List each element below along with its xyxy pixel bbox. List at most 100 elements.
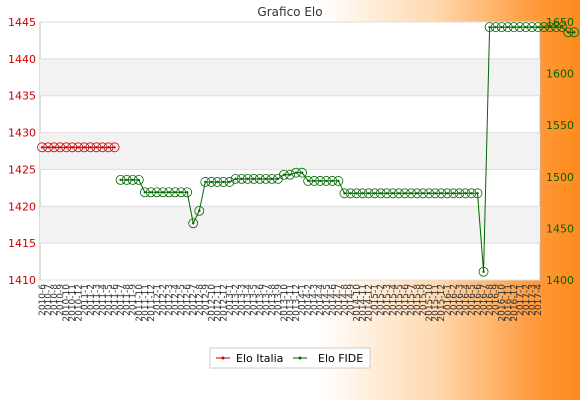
data-point xyxy=(496,22,507,33)
x-tick-label: 2011-9 xyxy=(129,284,139,316)
data-point-center xyxy=(512,25,516,29)
data-point-center xyxy=(319,179,322,183)
data-point-center xyxy=(89,146,92,149)
x-tick-label: 2016-2 xyxy=(449,284,459,316)
grid-band xyxy=(40,206,540,244)
data-point xyxy=(285,169,295,180)
data-point-center xyxy=(494,25,497,29)
x-tick-label: 2011-12 xyxy=(147,284,157,322)
data-point xyxy=(194,205,205,216)
data-point-center xyxy=(300,171,304,174)
data-point-center xyxy=(482,270,485,273)
x-tick-label: 2014-8 xyxy=(340,284,350,316)
x-tick-label: 2012-6 xyxy=(183,284,193,316)
x-tick-label: 2011-6 xyxy=(111,284,121,316)
data-point-center xyxy=(367,192,370,195)
data-point-center xyxy=(58,146,62,149)
x-tick-label: 2016-5 xyxy=(467,284,477,316)
data-point xyxy=(291,167,301,178)
data-point xyxy=(406,188,416,199)
data-point-center xyxy=(530,25,534,29)
data-point xyxy=(545,22,555,33)
data-point-center xyxy=(252,177,255,181)
data-point xyxy=(43,142,53,153)
x-tick-label: 2016-8 xyxy=(486,284,496,316)
x-tick-label: 2016-7 xyxy=(480,284,490,316)
data-point-center xyxy=(95,146,98,149)
x-tick-label: 2012-2 xyxy=(159,284,169,316)
x-tick-label: 2015-5 xyxy=(395,284,405,316)
data-point xyxy=(424,188,435,199)
data-point xyxy=(327,176,338,186)
data-point xyxy=(260,173,271,184)
data-point xyxy=(400,188,410,199)
data-point xyxy=(436,188,447,199)
x-tick-label: 2012-7 xyxy=(189,284,199,316)
data-point-center xyxy=(312,179,316,183)
data-point-center xyxy=(77,146,80,149)
data-point-center xyxy=(518,25,522,29)
data-point-center xyxy=(276,177,280,181)
x-tick-label: 2014-10 xyxy=(353,284,363,322)
data-point xyxy=(514,22,525,33)
data-point-center xyxy=(415,192,419,195)
x-tick-label: 2012-10 xyxy=(207,284,217,322)
data-point-center xyxy=(185,191,189,194)
data-point-center xyxy=(137,178,140,182)
data-point xyxy=(254,173,265,184)
x-tick-label: 2014-11 xyxy=(359,284,369,322)
data-point-center xyxy=(554,25,558,29)
data-point-center xyxy=(228,180,231,184)
data-point xyxy=(206,177,217,187)
data-point xyxy=(37,142,47,153)
data-point-center xyxy=(149,191,153,194)
x-tick-label: 2011-5 xyxy=(105,284,115,316)
data-point-center xyxy=(131,178,134,182)
data-point xyxy=(248,173,259,184)
data-point xyxy=(381,188,392,199)
data-point xyxy=(188,218,199,229)
data-point-center xyxy=(409,192,413,195)
data-point-center xyxy=(179,191,183,194)
data-point xyxy=(49,142,59,153)
x-tick-label: 2013-5 xyxy=(250,284,260,316)
data-point xyxy=(55,142,66,153)
data-point xyxy=(333,176,344,186)
x-tick-label: 2016-4 xyxy=(461,284,471,316)
data-point-center xyxy=(567,31,570,34)
data-point xyxy=(490,22,501,33)
data-point xyxy=(152,187,162,198)
data-point-center xyxy=(573,31,576,34)
x-tick-label: 2014-7 xyxy=(334,284,344,316)
data-point-center xyxy=(107,146,110,149)
data-point xyxy=(345,188,356,199)
data-point xyxy=(158,187,168,198)
data-point-center xyxy=(488,25,491,29)
x-tick-label: 2011-3 xyxy=(92,284,102,316)
data-point-center xyxy=(379,192,382,195)
x-tick-label: 2016-11 xyxy=(504,284,514,322)
data-point-center xyxy=(246,177,249,181)
x-tick-label: 2011-10 xyxy=(135,284,145,322)
data-point xyxy=(212,177,223,187)
data-point xyxy=(351,188,362,199)
data-point xyxy=(145,187,156,198)
x-tick-label: 2014-5 xyxy=(322,284,332,316)
x-tick-label: 2013-1 xyxy=(226,284,236,316)
x-tick-label: 2017-3 xyxy=(528,284,538,316)
data-point-center xyxy=(458,192,461,195)
data-point xyxy=(97,142,108,153)
y-axis-right: 1400 1450 1500 1550 1600 1650 xyxy=(546,16,574,287)
data-point-center xyxy=(433,192,437,195)
data-point-center xyxy=(421,192,425,195)
data-point xyxy=(115,174,126,185)
data-point xyxy=(448,188,459,199)
data-point-center xyxy=(355,192,358,195)
data-point-center xyxy=(500,25,503,29)
x-tick-label: 2011-11 xyxy=(141,284,151,322)
data-point-center xyxy=(325,179,328,183)
x-tick-label: 2015-4 xyxy=(389,284,399,316)
data-point-center xyxy=(506,25,509,29)
y-left-tick-label: 1430 xyxy=(8,127,36,140)
